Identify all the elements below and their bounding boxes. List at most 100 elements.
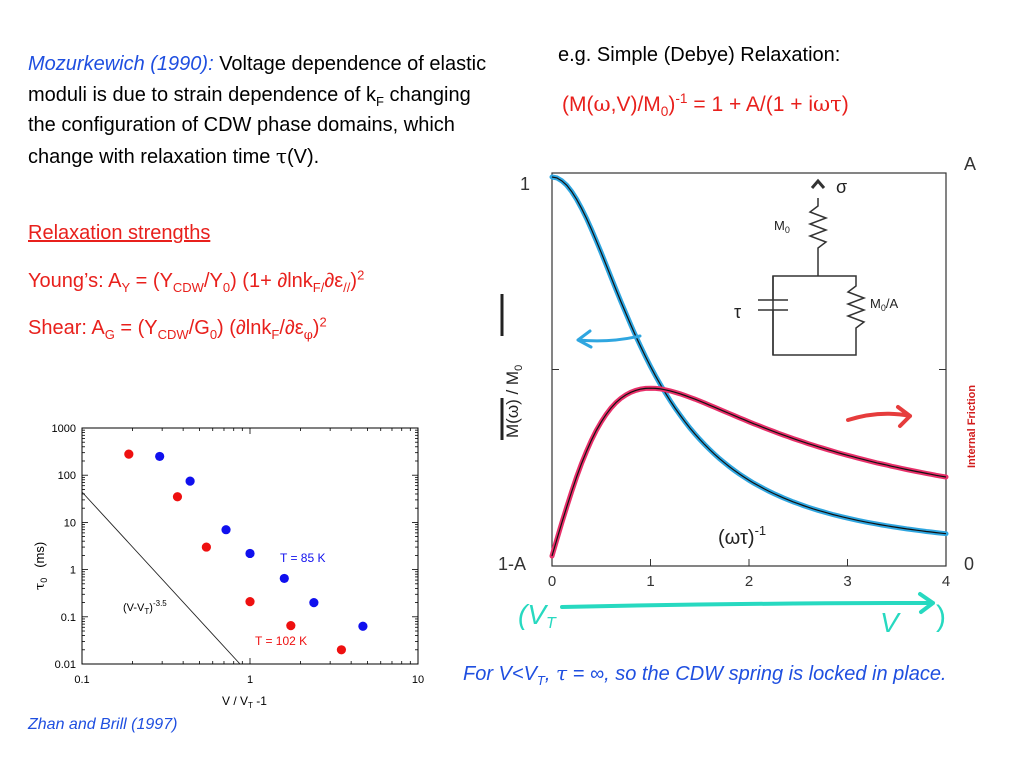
- x-tick-label: 4: [942, 573, 950, 590]
- shear-f-sub: F: [271, 327, 280, 342]
- v-hand-label: V: [880, 607, 901, 638]
- shear-mid2: /G: [188, 317, 210, 339]
- m0a-label: M0/A: [870, 296, 898, 313]
- shear-prefix: Shear: A: [28, 317, 105, 339]
- data-point: [279, 573, 289, 584]
- y-axis-label: τ0(ms): [32, 542, 49, 590]
- eq-part4: = 1 + A/(1 + i: [687, 93, 814, 116]
- eq-zero-sub: 0: [660, 104, 669, 120]
- intro-text-2: changing the configuration of CDW phase …: [28, 83, 471, 168]
- young-prefix: Young’s: A: [28, 270, 122, 292]
- note-t-sub: T: [536, 673, 545, 688]
- data-point: [172, 492, 183, 502]
- modulus-arrow: [576, 329, 642, 349]
- kf-subscript: F: [376, 93, 384, 109]
- relaxation-heading: Relaxation strengths: [28, 222, 211, 244]
- note-part2: ,: [544, 663, 556, 685]
- note-tau: τ: [556, 661, 568, 685]
- note-part3: = ∞, so the CDW spring is locked in plac…: [567, 663, 947, 685]
- shear-mid5: ): [312, 317, 320, 339]
- young-a-sub: Y: [121, 280, 131, 295]
- shear-square: 2: [319, 314, 327, 330]
- young-f-sub: F/: [312, 280, 325, 295]
- omega-tau-label: (ωτ)-1: [718, 523, 766, 549]
- tau-vs-voltage-chart: 1000 100 10 1 0.1 0.01 0.1 1 10 (V-VT)-3.5 T = 8…: [32, 423, 424, 710]
- shear-mid1: = (Y: [114, 317, 158, 339]
- data-point: [245, 596, 255, 607]
- young-mid1: = (Y: [130, 270, 173, 292]
- intro-text-1: Voltage dependence of elastic moduli is …: [28, 53, 487, 106]
- x-tick-label: 10: [412, 674, 424, 686]
- young-mid3: ) (1+ ∂lnk: [230, 270, 313, 292]
- x-tick-label: 1: [247, 674, 253, 686]
- eq-part2: ,V)/M: [610, 93, 661, 116]
- shear-a-sub: G: [104, 327, 115, 342]
- young-cdw-sub: CDW: [172, 280, 204, 295]
- debye-title: e.g. Simple (Debye) Relaxation:: [558, 44, 841, 66]
- tau-symbol: τ: [275, 143, 287, 168]
- series-label-102k: T = 102 K: [255, 634, 307, 648]
- eq-omegatau: ωτ: [813, 92, 842, 116]
- young-mid5: ): [350, 270, 358, 292]
- power-law-label: (V-VT)-3.5: [123, 599, 167, 616]
- eq-omega: ω: [593, 92, 611, 116]
- modulus-curve-outline: [551, 176, 947, 535]
- eq-part1: (M(: [562, 93, 594, 116]
- shear-cdw-sub: CDW: [157, 327, 189, 342]
- x-tick-label: 2: [745, 573, 753, 590]
- scatter-plot-frame: [81, 427, 419, 665]
- shear-formula: Shear: AG = (YCDW/G0) (∂lnkF/∂εφ)2: [28, 313, 327, 344]
- right-label-0: 0: [964, 554, 974, 574]
- eq-part5: ): [841, 93, 849, 116]
- data-point: [201, 542, 211, 552]
- voltage-arrow: [560, 592, 935, 614]
- y-tick-label: 10: [64, 517, 76, 529]
- x-tick-label: 1: [646, 573, 654, 590]
- shear-zero-sub: 0: [209, 327, 218, 342]
- hand-close-paren: ): [936, 600, 946, 633]
- m0-label: M0: [774, 218, 790, 235]
- author-reference: Mozurkewich (1990):: [28, 53, 214, 75]
- power-law-line: [81, 491, 241, 665]
- intro-text-3: (V).: [287, 145, 320, 168]
- young-formula: Young’s: AY = (YCDW/Y0) (1+ ∂lnkF/∂ε//)2: [28, 266, 364, 297]
- modulus-axis-label: M(ω) / M0: [503, 365, 525, 438]
- y-tick-label: 1000: [52, 423, 76, 435]
- shear-phi-sub: φ: [303, 328, 313, 343]
- x-axis-label: V / VT -1: [222, 694, 267, 710]
- citation: Zhan and Brill (1997): [28, 716, 178, 733]
- left-label-1: 1: [520, 174, 530, 194]
- x-tick-label: 0: [548, 573, 556, 590]
- y-tick-label: 100: [58, 470, 76, 482]
- y-tick-label: 0.1: [61, 612, 76, 624]
- shear-mid3: ) (∂lnk: [217, 317, 272, 339]
- young-mid4: ∂ε: [324, 270, 344, 292]
- plot-frame: [551, 172, 947, 567]
- sigma-label: σ: [836, 177, 847, 197]
- data-point: [286, 621, 296, 631]
- young-square: 2: [357, 267, 365, 283]
- data-point: [245, 548, 255, 559]
- tau-label: τ: [734, 302, 741, 322]
- debye-relaxation-figure: 1 1-A A 0 0 1 2 3 4 M(ω) / M0 Internal Frict…: [498, 154, 978, 638]
- vt-hand-label: (VT: [518, 599, 557, 632]
- data-point: [155, 451, 165, 462]
- eq-sup: -1: [675, 91, 688, 106]
- note-part1: For V<V: [463, 663, 537, 685]
- right-label-a: A: [964, 154, 976, 174]
- left-label-1-a: 1-A: [498, 554, 526, 574]
- friction-curve-outline: [551, 387, 947, 557]
- eq-part3: ): [668, 93, 676, 116]
- debye-equation: (M(ω,V)/M0)-1 = 1 + A/(1 + iωτ): [562, 91, 849, 120]
- data-point: [124, 449, 134, 459]
- circuit-diagram: [758, 178, 867, 356]
- data-point: [358, 621, 368, 631]
- data-point: [185, 476, 195, 486]
- young-eps-sub: //: [343, 280, 351, 295]
- series-label-85k: T = 85 K: [280, 551, 325, 565]
- young-zero-sub: 0: [222, 280, 231, 295]
- locked-note: For V<VT, τ = ∞, so the CDW spring is lo…: [463, 659, 1003, 688]
- data-point: [336, 645, 347, 655]
- data-point: [221, 525, 231, 535]
- y-tick-label: 0.01: [55, 659, 76, 671]
